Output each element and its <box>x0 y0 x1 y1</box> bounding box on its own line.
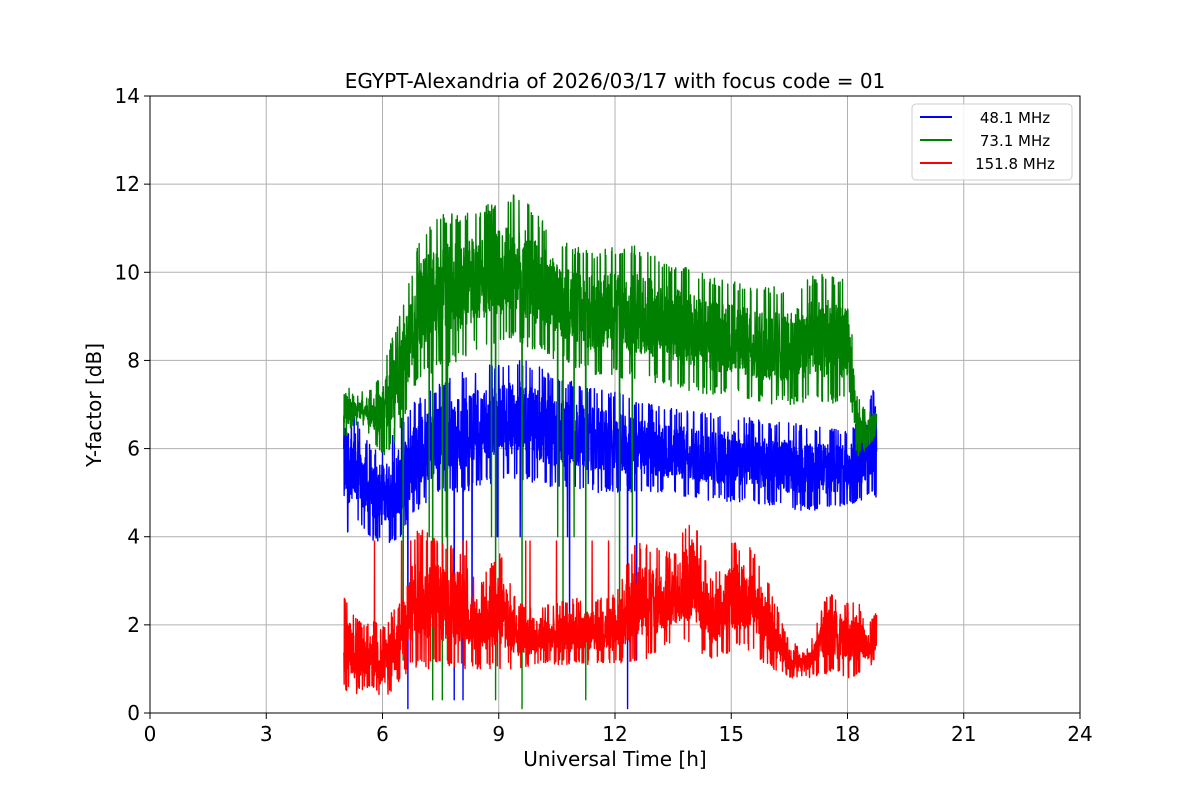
x-tick-label: 9 <box>492 722 505 746</box>
y-tick-label: 8 <box>127 348 140 372</box>
legend-label-73-1: 73.1 MHz <box>980 132 1050 150</box>
y-tick-label: 2 <box>127 613 140 637</box>
y-tick-label: 14 <box>115 84 140 108</box>
x-tick-label: 0 <box>144 722 157 746</box>
chart-title: EGYPT-Alexandria of 2026/03/17 with focu… <box>345 69 886 93</box>
y-tick-label: 10 <box>115 260 140 284</box>
legend: 48.1 MHz 73.1 MHz 151.8 MHz <box>911 103 1073 181</box>
y-tick-label: 6 <box>127 437 140 461</box>
legend-box <box>911 103 1073 181</box>
x-tick-label: 21 <box>951 722 976 746</box>
x-tick-label: 18 <box>835 722 860 746</box>
x-axis-label: Universal Time [h] <box>523 747 706 771</box>
y-axis-label: Y-factor [dB] <box>82 343 106 468</box>
x-tick-label: 15 <box>719 722 744 746</box>
x-tick-label: 12 <box>602 722 627 746</box>
series-layer <box>343 194 878 710</box>
y-tick-label: 12 <box>115 172 140 196</box>
x-tick-label: 3 <box>260 722 273 746</box>
legend-label-151-8: 151.8 MHz <box>975 155 1055 173</box>
series-line-151-8- <box>343 524 878 696</box>
y-tick-label: 0 <box>127 701 140 725</box>
legend-label-48-1: 48.1 MHz <box>980 109 1050 127</box>
y-tick-label: 4 <box>127 525 140 549</box>
x-tick-label: 6 <box>376 722 389 746</box>
series-line-73-1- <box>343 194 878 710</box>
x-tick-label: 24 <box>1067 722 1092 746</box>
